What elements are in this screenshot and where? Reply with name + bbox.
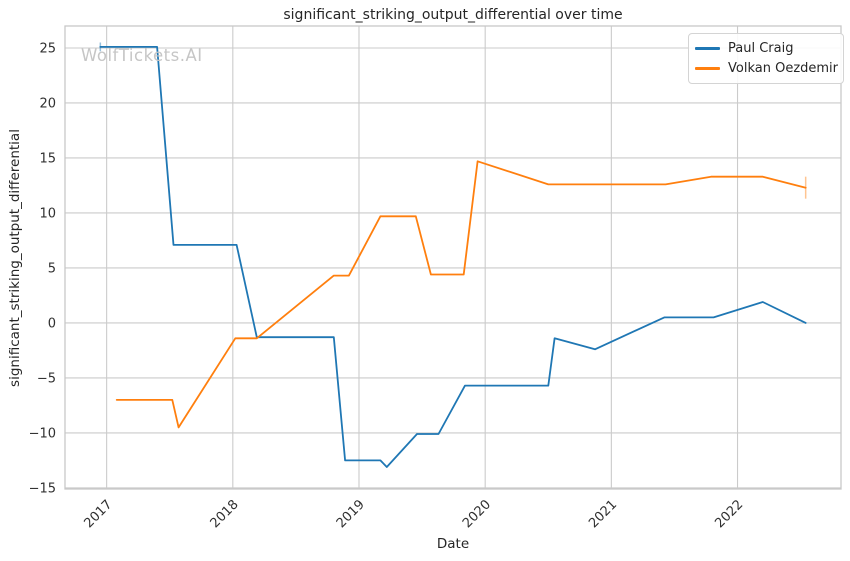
legend-item-paul-craig: Paul Craig <box>695 41 838 56</box>
x-tick-label: 2019 <box>334 497 368 531</box>
y-tick-label: −5 <box>37 371 56 386</box>
x-tick-label: 2022 <box>712 497 746 531</box>
x-axis-label: Date <box>436 536 470 552</box>
x-tick-label: 2018 <box>208 497 242 531</box>
y-tick-label: 15 <box>39 151 56 166</box>
x-tick-label: 2020 <box>460 497 494 531</box>
legend: Paul Craig Volkan Oezdemir <box>688 33 845 84</box>
x-tick-label: 2017 <box>81 497 115 531</box>
y-tick-label: 5 <box>48 261 56 276</box>
legend-label: Paul Craig <box>728 41 794 56</box>
legend-line-swatch <box>695 47 720 50</box>
y-tick-label: 20 <box>39 96 56 111</box>
y-axis-label: significant_striking_output_differential <box>7 129 23 387</box>
watermark-text: WolfTickets.AI <box>81 46 203 65</box>
y-tick-label: −10 <box>29 426 56 441</box>
legend-item-volkan-oezdemir: Volkan Oezdemir <box>695 61 838 76</box>
plot-border <box>64 25 842 490</box>
y-tick-label: 25 <box>39 41 56 56</box>
legend-label: Volkan Oezdemir <box>728 61 839 76</box>
y-tick-label: −15 <box>29 481 56 496</box>
y-tick-label: 10 <box>39 206 56 221</box>
x-tick-label: 2021 <box>586 497 620 531</box>
series-line-volkan-oezdemir <box>115 160 807 429</box>
y-tick-label: 0 <box>48 316 56 331</box>
chart-title: significant_striking_output_differential… <box>283 7 623 23</box>
series-line-paul-craig <box>99 46 807 468</box>
legend-line-swatch <box>695 67 720 70</box>
